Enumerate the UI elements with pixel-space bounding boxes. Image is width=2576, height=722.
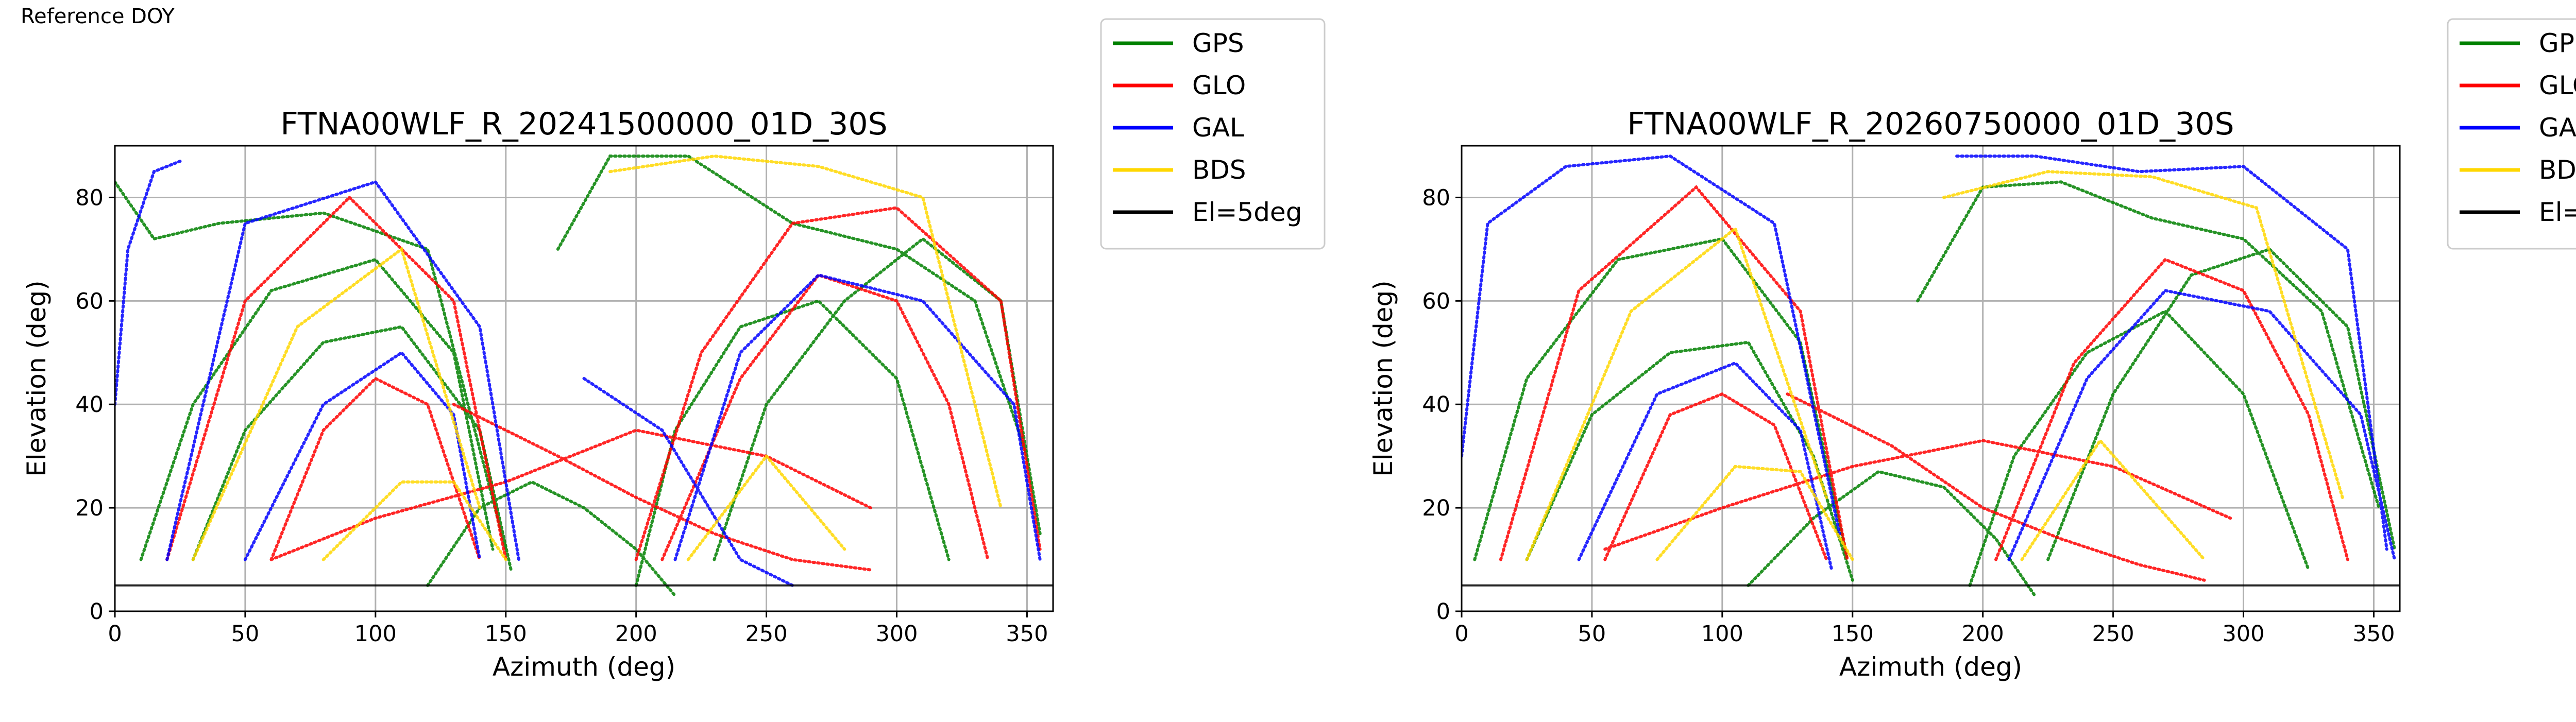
y-tick-label: 80 — [1422, 185, 1450, 211]
x-tick-label: 100 — [1701, 621, 1743, 647]
x-tick-label: 350 — [1006, 621, 1048, 647]
legend-label: GPS — [1192, 28, 1244, 58]
y-tick-label: 20 — [1422, 495, 1450, 521]
y-tick-label: 0 — [1436, 599, 1450, 625]
y-tick-label: 40 — [75, 392, 104, 418]
y-axis-label: Elevation (deg) — [1368, 280, 1398, 476]
axes-frame — [1461, 145, 2401, 612]
x-tick-label: 250 — [2092, 621, 2134, 647]
x-tick-label: 200 — [1962, 621, 2004, 647]
legend-label: GPS — [2539, 28, 2576, 58]
plot-area — [1462, 154, 2400, 597]
series-line — [191, 154, 1003, 561]
y-tick-label: 80 — [75, 185, 104, 211]
x-tick-label: 0 — [1454, 621, 1468, 647]
x-tick-label: 150 — [1832, 621, 1874, 647]
y-tick-label: 0 — [90, 599, 104, 625]
series-line — [165, 195, 1042, 572]
legend-label: BDS — [2539, 155, 2576, 185]
x-tick-label: 250 — [745, 621, 788, 647]
header: Reference DOY — [21, 5, 175, 28]
y-tick-label: 40 — [1422, 392, 1450, 418]
y-axis-label: Elevation (deg) — [22, 280, 52, 476]
x-tick-label: 0 — [108, 621, 122, 647]
plot-area — [115, 154, 1053, 597]
legend-label: GLO — [2539, 71, 2576, 100]
series-line — [1525, 170, 2344, 561]
x-axis-label: Azimuth (deg) — [493, 652, 675, 682]
series-line — [1473, 180, 2396, 597]
x-tick-label: 200 — [615, 621, 657, 647]
series-line — [115, 160, 1042, 587]
chart: 0 50 100 150 200 250 300 350 0 20 40 60 80 FTNA00WLF_… — [1368, 18, 2576, 682]
legend-label: GAL — [1192, 113, 1244, 143]
chart-title: FTNA00WLF_R_20260750000_01D_30S — [1627, 106, 2234, 142]
series-line — [1499, 185, 2349, 582]
y-tick-label: 60 — [1422, 288, 1450, 314]
x-tick-label: 350 — [2352, 621, 2395, 647]
x-tick-label: 300 — [875, 621, 918, 647]
y-tick-label: 60 — [75, 288, 104, 314]
x-tick-label: 50 — [231, 621, 260, 647]
legend-label: GLO — [1192, 71, 1246, 100]
chart: 0 50 100 150 200 250 300 350 0 20 40 60 80 FTNA00WLF_… — [22, 18, 1326, 682]
y-tick-label: 20 — [75, 495, 104, 521]
x-tick-label: 300 — [2222, 621, 2264, 647]
chart-title: FTNA00WLF_R_20241500000_01D_30S — [280, 106, 887, 142]
axes-frame — [114, 145, 1054, 612]
legend-box — [1100, 18, 1326, 250]
series-line — [1462, 154, 2396, 572]
legend-label: GAL — [2539, 113, 2576, 143]
x-tick-label: 150 — [485, 621, 527, 647]
x-axis-label: Azimuth (deg) — [1839, 652, 2022, 682]
legend-label: El=5deg — [2539, 197, 2576, 227]
x-tick-label: 50 — [1578, 621, 1606, 647]
legend-box — [2447, 18, 2576, 250]
legend-label: El=5deg — [1192, 197, 1302, 227]
x-tick-label: 100 — [354, 621, 397, 647]
legend-label: BDS — [1192, 155, 1246, 185]
